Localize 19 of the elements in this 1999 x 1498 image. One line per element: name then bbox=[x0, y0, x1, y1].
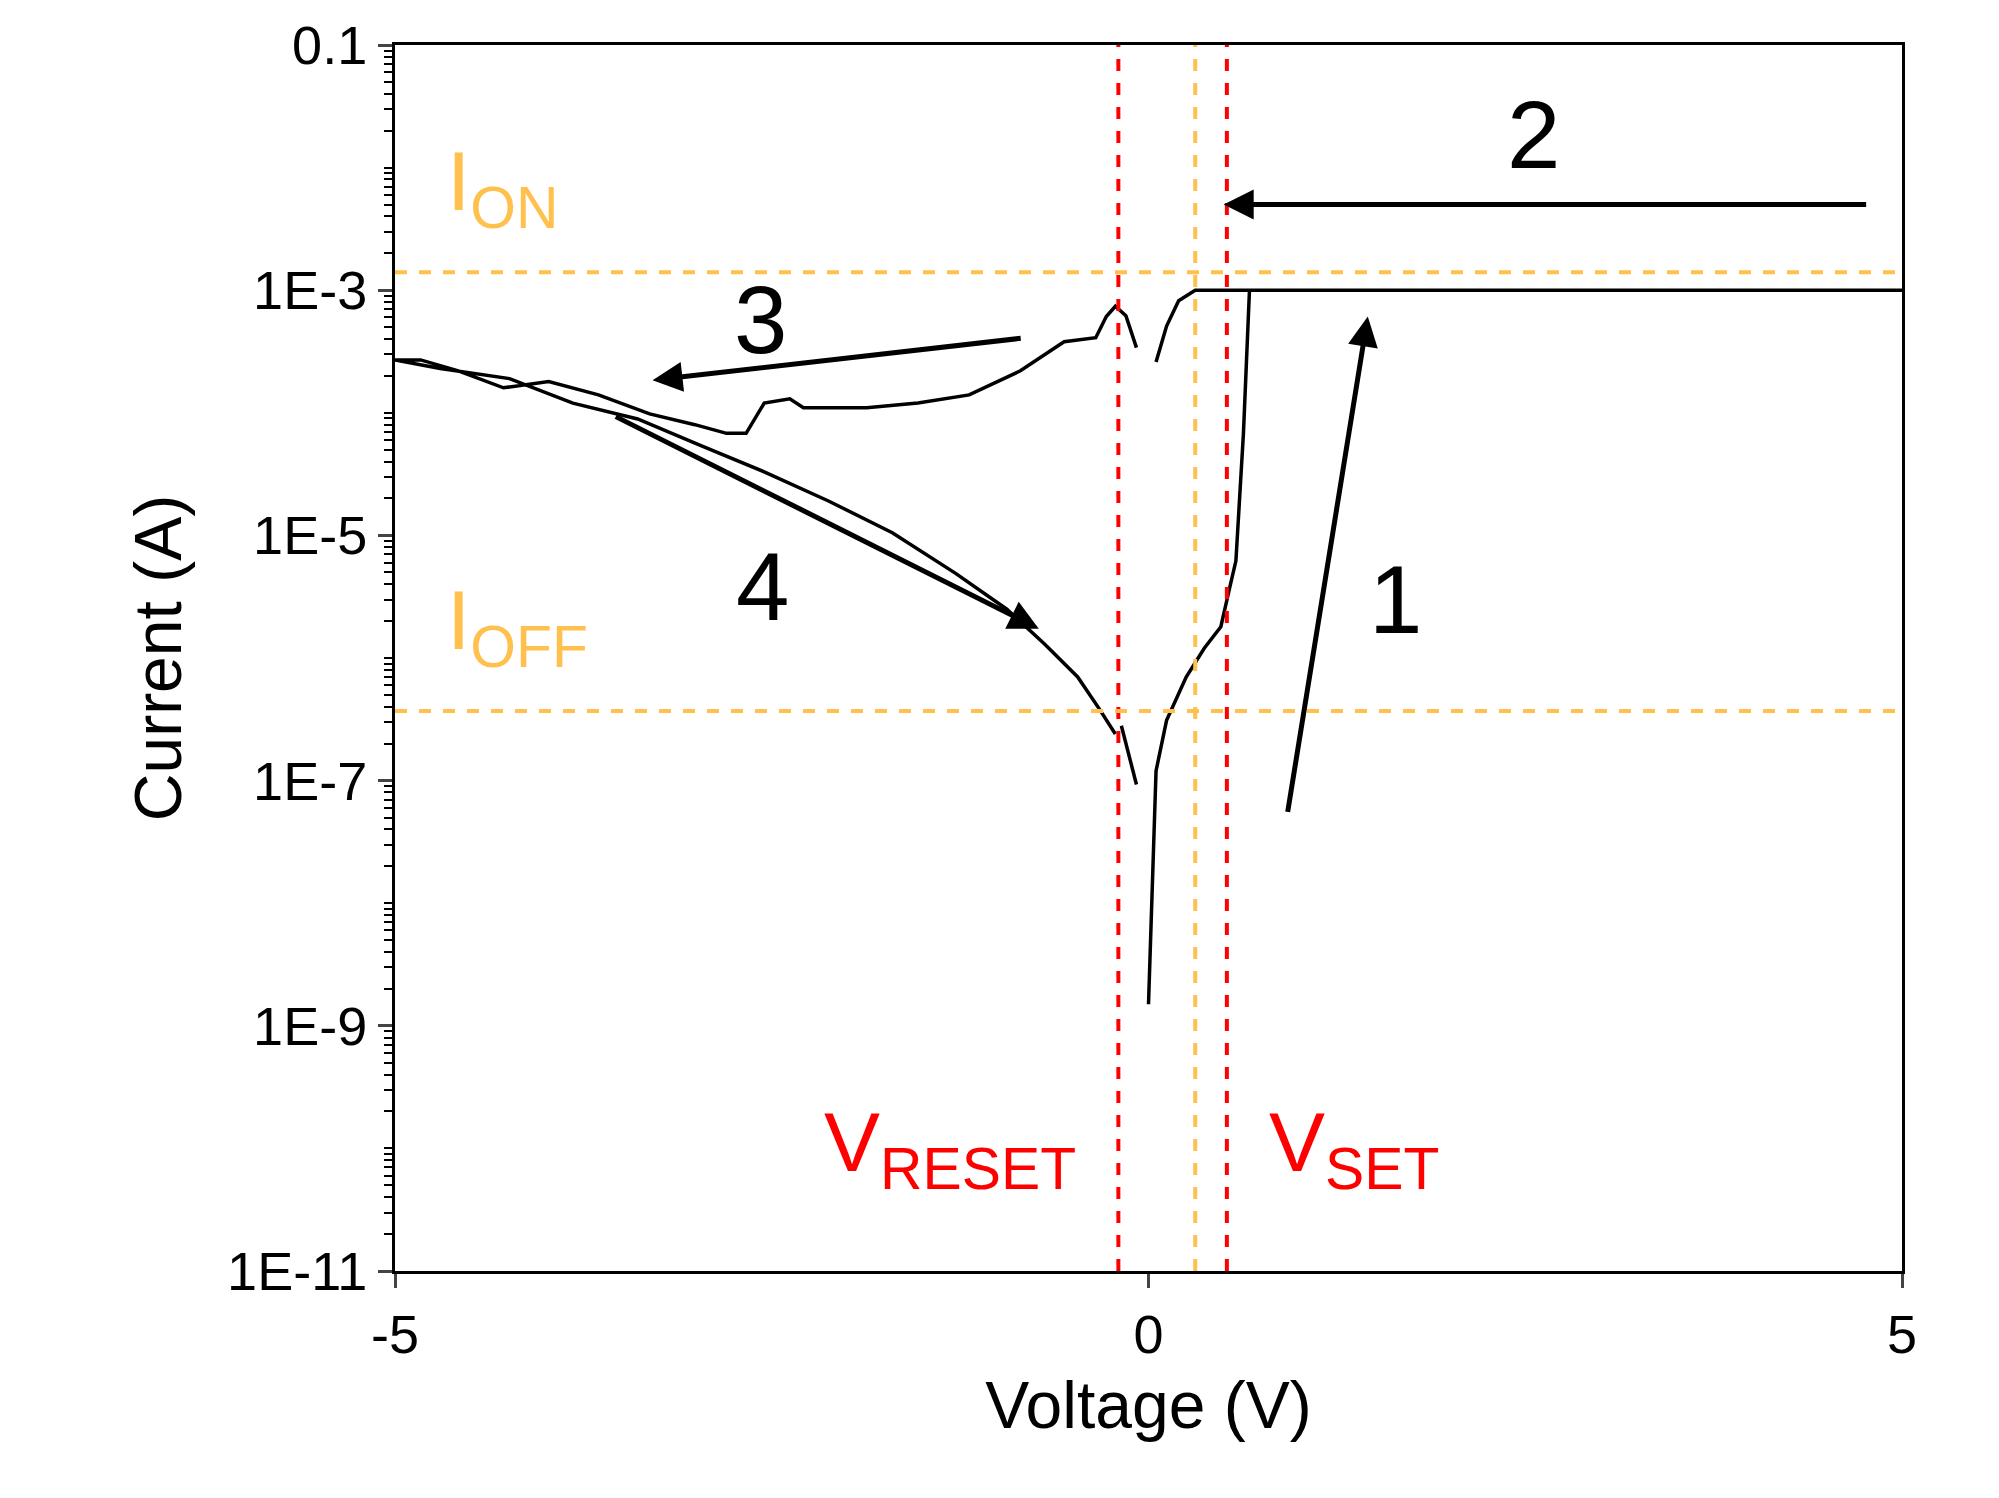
y-tick-label: 1E-5 bbox=[253, 505, 368, 566]
annotation: 2 bbox=[1507, 81, 1561, 188]
annotation: 4 bbox=[736, 533, 790, 640]
ref-line-label: V$_{SET}$ bbox=[1269, 1095, 1440, 1201]
annotation: 3 bbox=[734, 266, 788, 373]
x-tick-label: 0 bbox=[1133, 1303, 1164, 1364]
annotation: 1 bbox=[1369, 546, 1423, 653]
x-axis-title: Voltage (V) bbox=[985, 1368, 1312, 1443]
ref-line-label: V$_{RESET}$ bbox=[824, 1095, 1077, 1201]
x-tick-label: 5 bbox=[1886, 1303, 1918, 1364]
y-axis-title: Current (A) bbox=[120, 494, 195, 822]
x-tick-label: -5 bbox=[370, 1303, 420, 1364]
y-tick-label: 1E-11 bbox=[227, 1240, 368, 1301]
y-tick-label: 1E-3 bbox=[253, 260, 368, 321]
y-tick-label: 0.1 bbox=[292, 14, 368, 75]
y-tick-label: 1E-7 bbox=[253, 750, 368, 811]
ref-line-label: I$_{ON}$ bbox=[447, 134, 559, 240]
ref-line-label: I$_{OFF}$ bbox=[447, 573, 588, 679]
y-tick-label: 1E-9 bbox=[253, 995, 368, 1056]
